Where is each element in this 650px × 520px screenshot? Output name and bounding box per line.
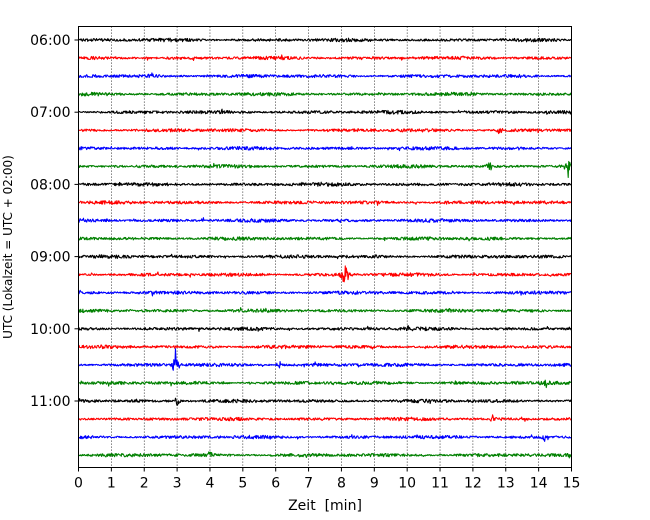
trace-line (78, 127, 572, 135)
x-tick-label: 12 (464, 476, 482, 492)
trace-line (78, 160, 573, 178)
trace-line (78, 451, 573, 459)
trace-line (77, 236, 572, 242)
seismic-traces (77, 37, 573, 459)
y-tick-label: 11:00 (30, 394, 70, 410)
trace-line (77, 325, 572, 332)
trace-line (77, 289, 572, 297)
x-tick-label: 7 (304, 476, 313, 492)
plot-frame (78, 26, 572, 468)
x-tick-label: 14 (530, 476, 548, 492)
trace-line (78, 37, 572, 43)
y-tick-label: 08:00 (30, 177, 70, 193)
x-tick-label: 4 (206, 476, 215, 492)
x-tick-label: 11 (431, 476, 449, 492)
x-tick-label: 3 (173, 476, 182, 492)
x-axis: 0 1 2 3 4 5 6 7 8 9 10 11 12 13 14 15 (74, 467, 581, 492)
trace-line (78, 181, 572, 187)
x-tick-label: 0 (74, 476, 83, 492)
x-tick-label: 13 (497, 476, 515, 492)
y-tick-label: 09:00 (30, 250, 70, 266)
trace-line (78, 91, 572, 97)
y-tick-label: 06:00 (30, 33, 70, 49)
trace-line (77, 307, 572, 314)
x-tick-label: 15 (563, 476, 581, 492)
trace-line (78, 344, 573, 350)
x-tick-label: 6 (271, 476, 280, 492)
trace-line (77, 253, 572, 260)
x-axis-label: Zeit [min] (288, 498, 362, 514)
trace-line (78, 217, 572, 223)
trace-line (78, 54, 572, 62)
y-axis-label: UTC (Lokalzeit = UTC + 02:00) (1, 155, 15, 339)
trace-line (78, 199, 572, 206)
y-axis: 06:00 07:00 08:00 09:00 10:00 11:00 (30, 33, 79, 410)
x-tick-label: 1 (107, 476, 116, 492)
trace-line (78, 379, 572, 389)
y-tick-label: 07:00 (30, 105, 70, 121)
x-tick-label: 9 (370, 476, 379, 492)
x-tick-label: 10 (398, 476, 416, 492)
x-tick-label: 8 (337, 476, 346, 492)
trace-line (78, 434, 572, 442)
trace-line (77, 72, 572, 79)
x-tick-label: 2 (140, 476, 149, 492)
trace-line (78, 265, 572, 283)
trace-line (78, 397, 572, 406)
trace-line (78, 146, 572, 152)
trace-line (78, 108, 573, 115)
trace-line (78, 414, 572, 422)
trace-line (77, 348, 573, 371)
y-tick-label: 10:00 (30, 322, 70, 338)
x-tick-label: 5 (238, 476, 247, 492)
